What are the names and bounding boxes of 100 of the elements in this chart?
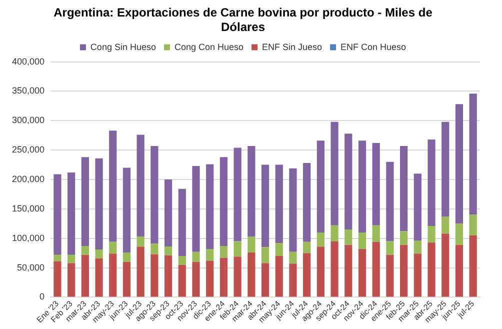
bar [150, 146, 158, 244]
bar [54, 174, 62, 255]
bar [289, 168, 297, 252]
bar [316, 232, 324, 247]
bar [164, 246, 172, 256]
bar [234, 148, 242, 242]
bar [109, 130, 117, 242]
legend-label: Cong Con Hueso [174, 42, 244, 52]
bar [68, 254, 76, 264]
bar [275, 243, 283, 256]
bar [386, 241, 394, 255]
bar [95, 250, 103, 258]
bar [136, 246, 144, 297]
bar [206, 260, 214, 297]
bar [122, 262, 131, 297]
bar [469, 235, 477, 297]
legend-label: ENF Con Hueso [340, 42, 406, 52]
bar [358, 232, 366, 249]
bar [192, 252, 200, 262]
bar [414, 240, 422, 254]
bar [316, 246, 324, 297]
y-tick-label: 350,000 [12, 86, 45, 96]
bar [316, 140, 324, 232]
bar [428, 139, 436, 226]
y-tick-label: 0 [40, 292, 45, 302]
bar [150, 244, 158, 254]
bar [122, 252, 131, 262]
bar [400, 244, 408, 297]
bar [192, 166, 200, 252]
bar [303, 242, 311, 254]
bar [136, 134, 144, 237]
bar [428, 226, 436, 242]
y-tick-label: 100,000 [12, 232, 45, 243]
bar [68, 263, 76, 297]
bar [344, 134, 352, 230]
bar [372, 143, 380, 226]
bar [178, 188, 186, 256]
bar [81, 157, 89, 246]
y-tick-label: 300,000 [12, 115, 45, 126]
bar [261, 263, 270, 297]
bar [95, 258, 103, 297]
bar [442, 234, 450, 297]
bar [136, 236, 144, 247]
bar [400, 231, 408, 245]
bar [81, 254, 89, 297]
bar [442, 216, 450, 234]
bar [248, 146, 256, 237]
bar [455, 104, 464, 224]
bar [275, 256, 283, 297]
legend-label: ENF Sin Jueso [262, 42, 322, 52]
bar [344, 244, 352, 297]
bar [95, 158, 103, 250]
bar [330, 122, 338, 226]
bar [358, 248, 366, 297]
bar [81, 246, 89, 255]
bar [206, 164, 214, 249]
bar [248, 252, 256, 297]
bar [372, 242, 380, 297]
chart-title: Argentina: Exportaciones de Carne bovina por producto - Miles de Dólares [54, 6, 433, 34]
bar [386, 254, 394, 297]
y-tick-label: 150,000 [12, 203, 45, 214]
bar [428, 242, 436, 297]
bar [442, 122, 450, 217]
bar [275, 164, 283, 244]
bar [68, 172, 76, 255]
bar [220, 258, 228, 297]
bar [150, 254, 158, 297]
bar [330, 225, 338, 242]
bar [261, 164, 270, 248]
bar [469, 214, 477, 236]
bar [386, 162, 394, 242]
bar [469, 94, 477, 215]
y-tick-label: 200,000 [12, 174, 45, 184]
bar [234, 256, 242, 297]
bar [400, 146, 408, 232]
bar [248, 236, 256, 252]
bar [220, 246, 228, 258]
bar [372, 225, 380, 242]
bar [122, 168, 131, 252]
bar [178, 264, 186, 297]
bar [303, 253, 311, 297]
y-tick-label: 400,000 [12, 56, 45, 66]
bar [289, 264, 297, 297]
legend-label: Cong Sin Hueso [90, 42, 156, 52]
bar [54, 261, 62, 297]
bar [206, 248, 214, 261]
bar [455, 244, 464, 297]
y-tick-label: 250,000 [12, 144, 45, 155]
bar [289, 252, 297, 264]
bar [303, 163, 311, 242]
bar [192, 262, 200, 297]
bar [414, 254, 422, 297]
bar [358, 140, 366, 232]
bar [344, 230, 352, 245]
bar [234, 241, 242, 257]
bar [414, 174, 422, 241]
bar [178, 256, 186, 265]
bar [54, 254, 62, 262]
y-tick-label: 50,000 [17, 262, 45, 272]
bar [261, 247, 270, 264]
